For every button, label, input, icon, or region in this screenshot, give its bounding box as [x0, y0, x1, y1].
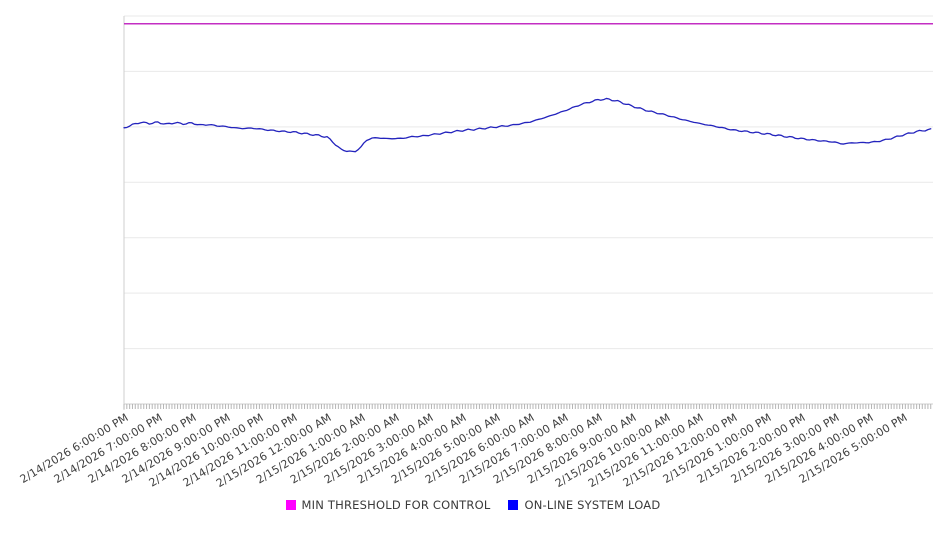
legend-swatch-threshold: [285, 500, 296, 510]
load-line: [123, 97, 932, 153]
legend-label-min-threshold: MIN THRESHOLD FOR CONTROL: [301, 498, 491, 512]
legend-item-min-threshold[interactable]: MIN THRESHOLD FOR CONTROL: [285, 498, 491, 512]
legend-label-online-load: ON-LINE SYSTEM LOAD: [524, 498, 661, 512]
legend: MIN THRESHOLD FOR CONTROL ON-LINE SYSTEM…: [0, 497, 946, 513]
system-load-chart: 2/14/2026 6:00:00 PM 2/14/2026 7:00:00 PM…: [0, 15, 946, 513]
legend-swatch-load: [508, 500, 519, 510]
legend-item-online-load[interactable]: ON-LINE SYSTEM LOAD: [508, 498, 660, 512]
x-axis-minor-ticks: [123, 404, 932, 409]
plot-area: [123, 15, 933, 410]
